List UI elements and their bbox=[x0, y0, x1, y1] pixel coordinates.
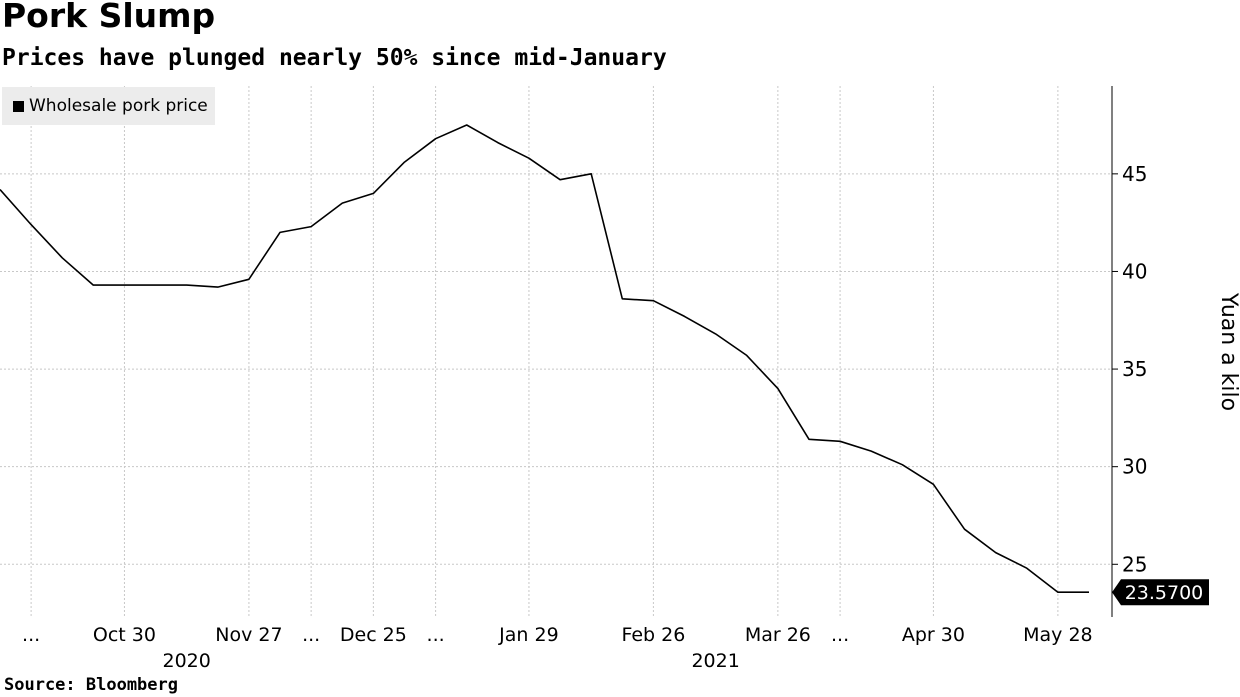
source-note: Source: Bloomberg bbox=[4, 675, 178, 695]
x-tick-label: Oct 30 bbox=[93, 624, 156, 646]
last-value-text: 23.5700 bbox=[1125, 582, 1204, 604]
last-value-box bbox=[1112, 579, 1209, 606]
y-tick-label: 40 bbox=[1122, 259, 1147, 283]
x-year-label: 2021 bbox=[691, 650, 739, 672]
x-tick-label: Feb 26 bbox=[621, 624, 685, 646]
x-tick-label: ... bbox=[831, 624, 849, 646]
chart-title: Pork Slump bbox=[2, 0, 216, 35]
x-tick-label: May 28 bbox=[1023, 624, 1093, 646]
x-tick-label: ... bbox=[302, 624, 320, 646]
x-tick-label: ... bbox=[427, 624, 445, 646]
x-year-label: 2020 bbox=[163, 650, 211, 672]
x-tick-label: Apr 30 bbox=[902, 624, 965, 646]
y-axis: 25 30 35 40 45 bbox=[1112, 162, 1147, 576]
x-tick-label: Nov 27 bbox=[215, 624, 282, 646]
legend: Wholesale pork price bbox=[2, 87, 215, 125]
last-value-label: 23.5700 bbox=[1112, 579, 1209, 606]
x-axis: ... Oct 30 Nov 27... Dec 25... Jan 29 Feb 26 M… bbox=[22, 624, 1093, 672]
series-line-wholesale-pork-price bbox=[0, 124, 1089, 593]
y-tick-label: 45 bbox=[1122, 162, 1147, 186]
y-tick-label: 25 bbox=[1122, 552, 1147, 576]
x-gridlines bbox=[30, 86, 1059, 617]
legend-label: Wholesale pork price bbox=[29, 96, 208, 116]
chart-subtitle: Prices have plunged nearly 50% since mid… bbox=[2, 45, 667, 71]
y-tick-label: 30 bbox=[1122, 455, 1147, 479]
x-tick-label: Jan 29 bbox=[498, 624, 559, 646]
y-axis-label: Yuan a kilo bbox=[1216, 292, 1240, 411]
x-tick-label: ... bbox=[22, 624, 40, 646]
y-gridlines bbox=[0, 173, 1112, 565]
x-tick-label: Mar 26 bbox=[745, 624, 811, 646]
legend-swatch bbox=[13, 100, 24, 112]
y-tick-label: 35 bbox=[1122, 357, 1147, 381]
x-tick-label: Dec 25 bbox=[340, 624, 407, 646]
